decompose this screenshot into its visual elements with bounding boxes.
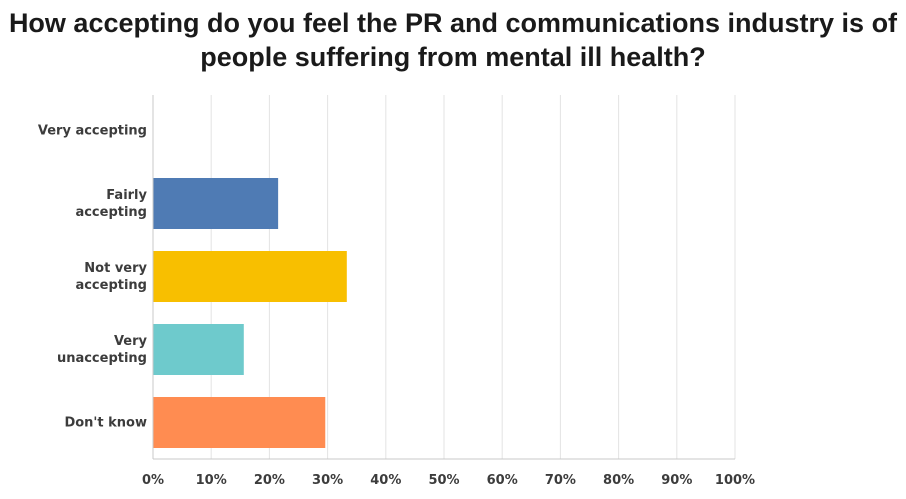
bar bbox=[153, 251, 347, 302]
x-tick-label: 30% bbox=[312, 473, 343, 488]
x-tick-label: 60% bbox=[487, 473, 518, 488]
x-tick-label: 40% bbox=[370, 473, 401, 488]
bar bbox=[153, 397, 326, 448]
tick-labels: 0% 10% 20% 30% 40% 50% 60% 70% 80% 90% 100% bbox=[142, 473, 755, 488]
x-tick-label: 80% bbox=[603, 473, 634, 488]
x-tick-label: 70% bbox=[545, 473, 576, 488]
x-tick-label: 10% bbox=[196, 473, 227, 488]
category-label: Don't know bbox=[64, 416, 147, 431]
category-labels: Very accepting Fairly accepting Not very acc… bbox=[38, 124, 148, 431]
chart-title: How accepting do you feel the PR and com… bbox=[0, 6, 906, 74]
axes bbox=[152, 95, 735, 460]
category-label: Very accepting bbox=[38, 124, 147, 139]
x-tick-label: 20% bbox=[254, 473, 285, 488]
x-tick-label: 90% bbox=[661, 473, 692, 488]
chart-title-line-1: How accepting do you feel the PR and com… bbox=[8, 8, 898, 38]
category-label: accepting bbox=[75, 278, 147, 293]
category-label: unaccepting bbox=[57, 351, 147, 366]
bar bbox=[153, 178, 279, 229]
bar bbox=[153, 324, 244, 375]
category-label: Fairly bbox=[106, 188, 147, 203]
category-label: Not very bbox=[84, 261, 147, 276]
category-label: Very bbox=[114, 334, 148, 349]
category-label: accepting bbox=[75, 205, 147, 220]
bars bbox=[153, 178, 347, 448]
x-tick-label: 100% bbox=[715, 473, 755, 488]
x-tick-label: 0% bbox=[142, 473, 164, 488]
x-tick-label: 50% bbox=[428, 473, 459, 488]
chart-title-line-2: people suffering from mental ill health? bbox=[200, 42, 706, 72]
